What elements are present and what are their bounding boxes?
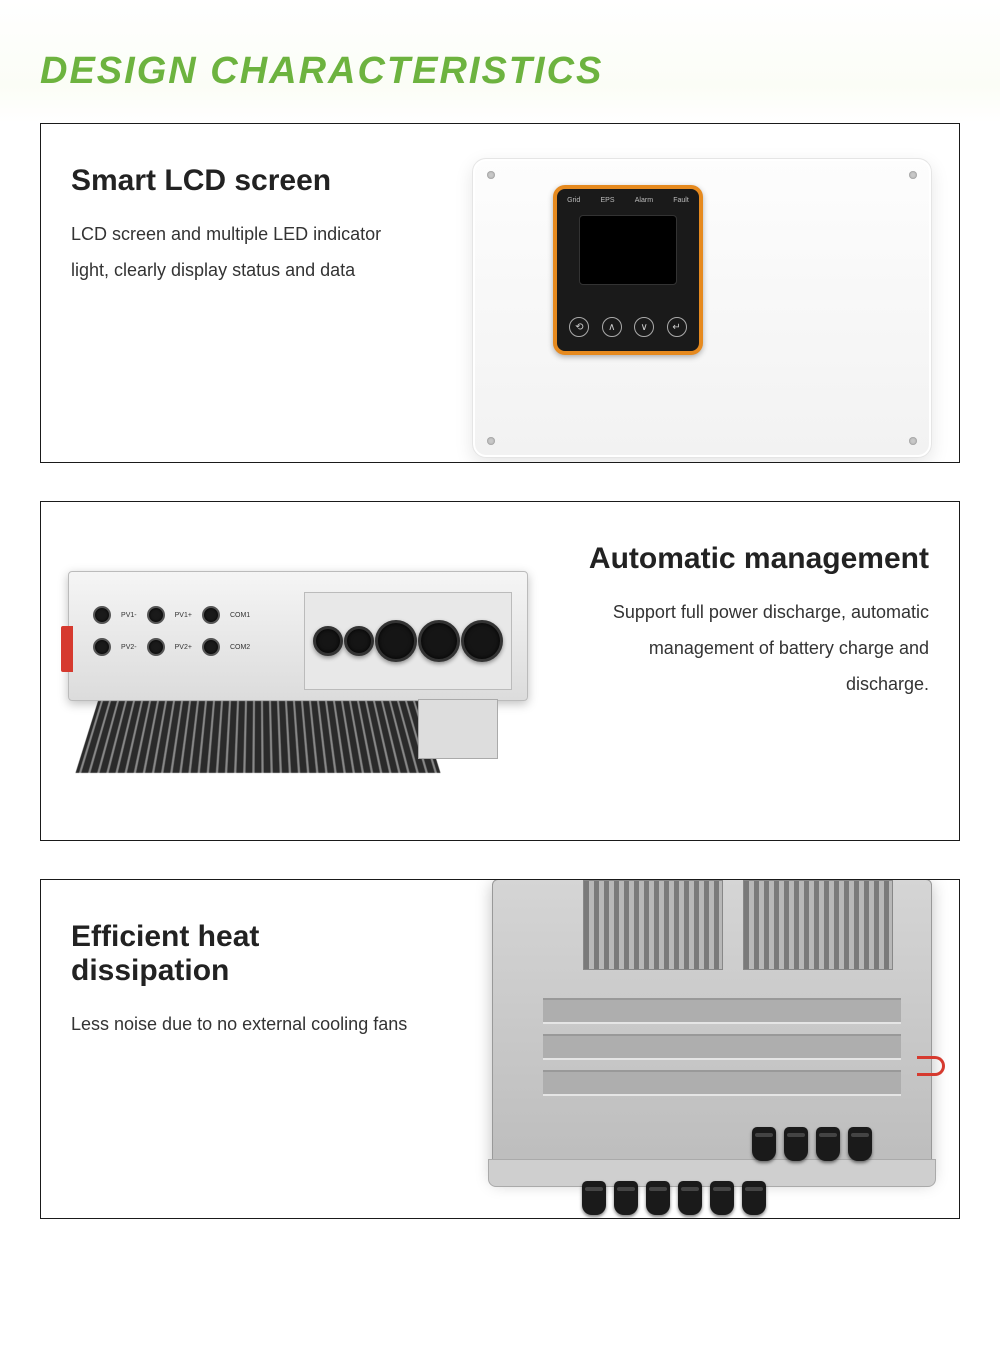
lcd-button-icon: ∨ [634, 317, 654, 337]
panel-title: Smart LCD screen [71, 164, 415, 198]
socket-icon [202, 606, 220, 624]
screw-icon [487, 171, 495, 179]
panel-image: PV1- PV1+ COM1 PV2- PV2+ COM2 [41, 502, 555, 840]
gland-row [752, 1127, 872, 1161]
lcd-labels: Grid EPS Alarm Fault [557, 197, 699, 204]
panel-desc: LCD screen and multiple LED indicator li… [71, 216, 415, 288]
port-label: PV2+ [175, 644, 192, 651]
screw-icon [909, 171, 917, 179]
panel-desc: Less noise due to no external cooling fa… [71, 1006, 415, 1042]
port-label: COM1 [230, 612, 250, 619]
lcd-button-icon: ↵ [667, 317, 687, 337]
rib [543, 1034, 901, 1060]
rib [543, 1070, 901, 1096]
lcd-buttons: ⟲ ∧ ∨ ↵ [557, 317, 699, 337]
cable-gland-icon [710, 1181, 734, 1215]
panel-text: Efficient heat dissipation Less noise du… [41, 880, 445, 1218]
cable-gland-icon [582, 1181, 606, 1215]
cable-gland-icon [646, 1181, 670, 1215]
socket-icon [93, 638, 111, 656]
device-rear-illustration [462, 880, 942, 1218]
port-label: PV1+ [175, 612, 192, 619]
cable-gland-icon [752, 1127, 776, 1161]
lcd-label: EPS [601, 197, 615, 204]
panel-title: Automatic management [589, 542, 929, 576]
heatsink-fins [743, 880, 893, 970]
port-label: PV2- [121, 644, 137, 651]
plug-icon [344, 626, 374, 656]
cable-gland-icon [848, 1127, 872, 1161]
socket-icon [202, 638, 220, 656]
panel-auto-management: PV1- PV1+ COM1 PV2- PV2+ COM2 [40, 501, 960, 841]
device-bottom-illustration: PV1- PV1+ COM1 PV2- PV2+ COM2 [58, 551, 538, 791]
screw-icon [487, 437, 495, 445]
socket-icon [147, 606, 165, 624]
chassis: PV1- PV1+ COM1 PV2- PV2+ COM2 [68, 571, 528, 701]
socket-icon [93, 606, 111, 624]
plate [418, 699, 498, 759]
page-header: DESIGN CHARACTERISTICS [0, 0, 1000, 123]
device-front-illustration: Grid EPS Alarm Fault ⟲ ∧ ∨ ↵ [472, 158, 932, 458]
panel-text: Smart LCD screen LCD screen and multiple… [41, 124, 445, 462]
cable-gland-icon [816, 1127, 840, 1161]
cable-gland-icon [614, 1181, 638, 1215]
cable-gland-icon [678, 1181, 702, 1215]
lcd-button-icon: ⟲ [569, 317, 589, 337]
switch-icon [61, 626, 73, 672]
gland-row [582, 1181, 766, 1215]
port-label: PV1- [121, 612, 137, 619]
handle-icon [917, 1056, 945, 1076]
panel-list: Smart LCD screen LCD screen and multiple… [0, 123, 1000, 1219]
lcd-screen [579, 215, 677, 285]
port-label: COM2 [230, 644, 250, 651]
cable-gland-icon [784, 1127, 808, 1161]
cable-gland-icon [742, 1181, 766, 1215]
screw-icon [909, 437, 917, 445]
panel-image [445, 880, 959, 1218]
socket-icon [147, 638, 165, 656]
lcd-frame: Grid EPS Alarm Fault ⟲ ∧ ∨ ↵ [553, 185, 703, 355]
page-title: DESIGN CHARACTERISTICS [40, 50, 1000, 93]
lcd-label: Alarm [635, 197, 653, 204]
port-zone: PV1- PV1+ COM1 PV2- PV2+ COM2 [93, 606, 293, 670]
panel-smart-lcd: Smart LCD screen LCD screen and multiple… [40, 123, 960, 463]
heatsink-fins [76, 701, 441, 773]
lcd-button-icon: ∧ [602, 317, 622, 337]
panel-text: Automatic management Support full power … [555, 502, 959, 840]
connector-zone [304, 592, 512, 690]
panel-desc: Support full power discharge, automatic … [585, 594, 929, 702]
rib [543, 998, 901, 1024]
plug-icon [418, 620, 460, 662]
plug-icon [461, 620, 503, 662]
heatsink-fins [583, 880, 723, 970]
panel-heat-dissipation: Efficient heat dissipation Less noise du… [40, 879, 960, 1219]
lcd-label: Grid [567, 197, 580, 204]
panel-title: Efficient heat dissipation [71, 920, 415, 988]
panel-image: Grid EPS Alarm Fault ⟲ ∧ ∨ ↵ [445, 124, 959, 462]
lcd-label: Fault [673, 197, 689, 204]
plug-icon [313, 626, 343, 656]
plug-icon [375, 620, 417, 662]
